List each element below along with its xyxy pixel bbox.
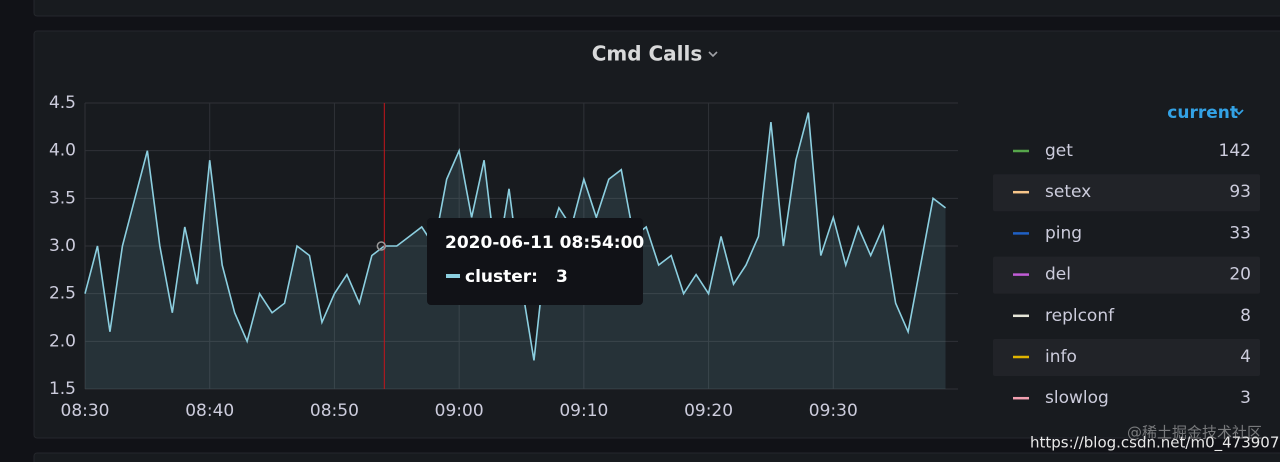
- y-tick-label: 2.5: [49, 284, 76, 304]
- y-tick-label: 3.5: [49, 188, 76, 208]
- tooltip-value: 3: [556, 267, 568, 287]
- y-tick-label: 2.0: [49, 331, 76, 351]
- watermark-url: https://blog.csdn.net/m0_47390782: [1030, 434, 1280, 453]
- x-tick-label: 09:00: [435, 401, 484, 421]
- x-tick-label: 08:40: [185, 401, 234, 421]
- legend-value: 33: [1229, 223, 1251, 243]
- panel: [33, 30, 1280, 439]
- legend-row-bg: [993, 174, 1260, 212]
- legend-header[interactable]: current: [1167, 103, 1238, 123]
- panel-title[interactable]: Cmd Calls: [592, 42, 703, 66]
- legend-name[interactable]: get: [1045, 141, 1073, 161]
- legend-value: 8: [1240, 306, 1251, 326]
- tooltip-box: [427, 218, 643, 305]
- legend-name[interactable]: ping: [1045, 223, 1082, 243]
- tooltip: 2020-06-11 08:54:00 cluster: 3: [427, 218, 644, 305]
- x-tick-label: 08:30: [61, 401, 110, 421]
- watermark-site: @稀土掘金技术社区: [1127, 424, 1262, 442]
- legend-name[interactable]: setex: [1045, 182, 1091, 202]
- tooltip-label: cluster:: [465, 267, 538, 287]
- legend-value: 3: [1240, 388, 1251, 408]
- tooltip-time: 2020-06-11 08:54:00: [445, 233, 644, 253]
- x-tick-label: 09:10: [559, 401, 608, 421]
- y-tick-label: 3.0: [49, 236, 76, 256]
- y-tick-label: 1.5: [49, 379, 76, 399]
- legend-value: 93: [1229, 182, 1251, 202]
- legend-name[interactable]: replconf: [1045, 306, 1115, 326]
- x-tick-label: 08:50: [310, 401, 359, 421]
- legend-name[interactable]: del: [1045, 265, 1071, 285]
- y-tick-label: 4.5: [49, 93, 76, 113]
- legend-row-bg: [993, 339, 1260, 376]
- title-chevron[interactable]: [708, 51, 718, 58]
- x-tick-label: 09:20: [684, 401, 733, 421]
- legend-value: 142: [1219, 141, 1251, 161]
- legend-value: 4: [1240, 347, 1251, 367]
- legend-chevron[interactable]: [1234, 109, 1244, 116]
- legend-value: 20: [1229, 265, 1251, 285]
- panel-above: [33, 0, 1280, 17]
- legend-name[interactable]: slowlog: [1045, 388, 1109, 408]
- tooltip-swatch: [446, 274, 460, 278]
- legend: current get 142 setex 93 ping 33 del 20 replconf…: [993, 103, 1260, 408]
- legend-name[interactable]: info: [1045, 347, 1077, 367]
- panel-below: [33, 452, 1280, 462]
- y-tick-label: 4.0: [49, 141, 76, 161]
- hover-point: [376, 241, 387, 251]
- legend-row-bg: [993, 256, 1260, 294]
- x-tick-label: 09:30: [809, 401, 858, 421]
